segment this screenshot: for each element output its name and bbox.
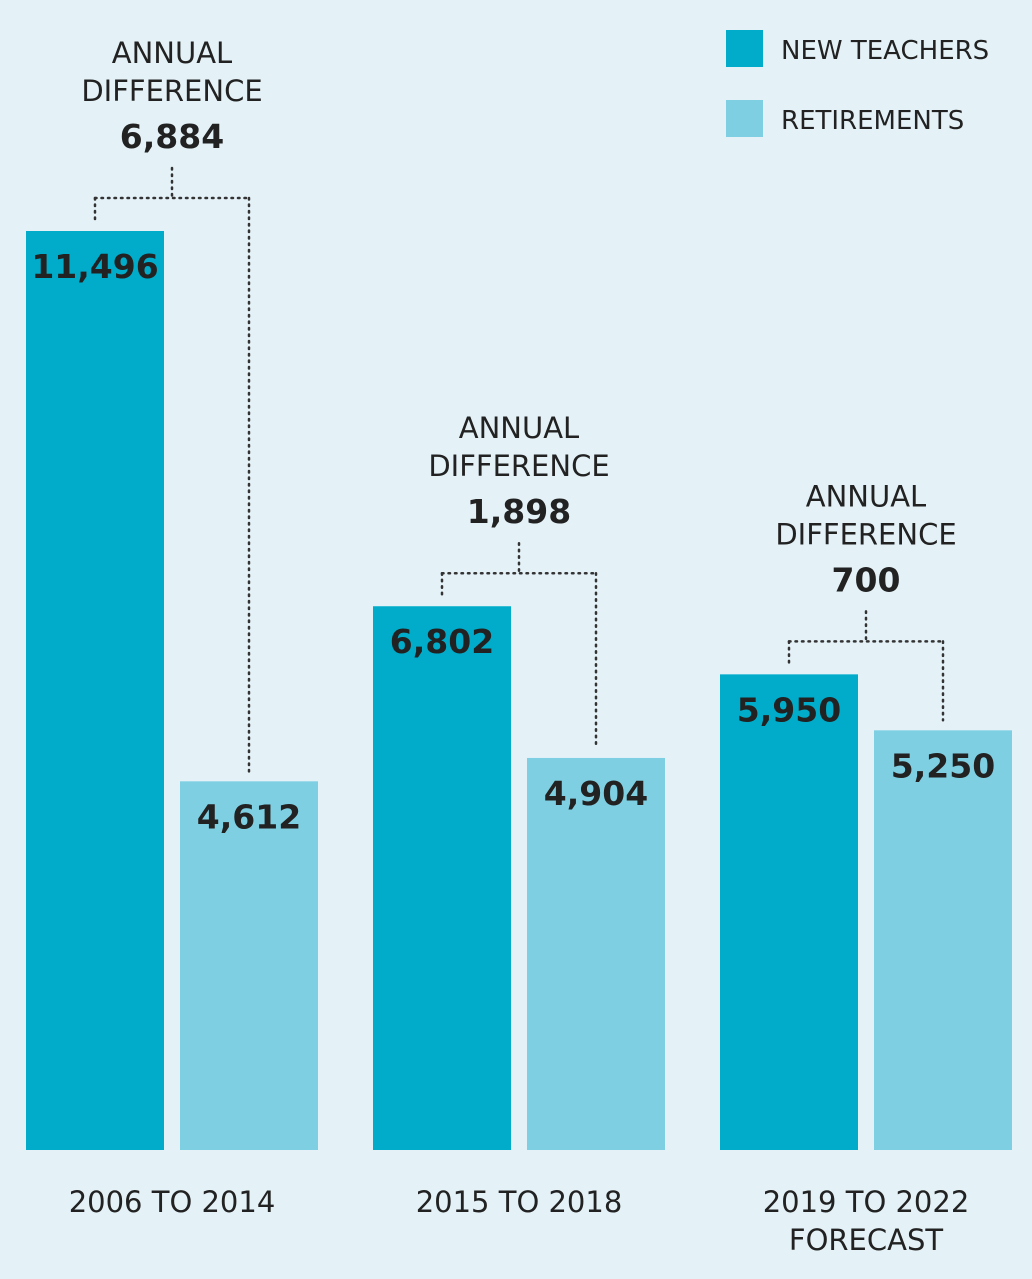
annual-difference-label: ANNUAL: [806, 479, 926, 513]
annual-difference-value: 6,884: [120, 117, 224, 156]
category-label: 2019 TO 2022: [763, 1185, 970, 1219]
annual-difference-label: ANNUAL: [112, 36, 232, 70]
category-label: 2015 TO 2018: [416, 1185, 623, 1219]
data-label: 5,250: [891, 746, 995, 785]
annual-difference-label: DIFFERENCE: [428, 449, 609, 483]
annual-difference-label: ANNUAL: [459, 411, 579, 445]
legend-swatch-new-teachers: [726, 30, 763, 67]
annual-difference-value: 700: [832, 560, 901, 599]
bar-retirements-0: [180, 781, 318, 1150]
bar-new-teachers-0: [26, 231, 164, 1150]
data-label: 5,950: [737, 690, 841, 729]
annual-difference-label: DIFFERENCE: [775, 517, 956, 551]
bar-retirements-2: [874, 730, 1012, 1150]
data-label: 11,496: [31, 247, 158, 286]
category-label: FORECAST: [789, 1223, 943, 1257]
legend-label: RETIREMENTS: [781, 106, 964, 136]
legend-label: NEW TEACHERS: [781, 36, 989, 66]
legend-swatch-retirements: [726, 100, 763, 137]
category-label: 2006 TO 2014: [69, 1185, 276, 1219]
annual-difference-label: DIFFERENCE: [81, 74, 262, 108]
annual-difference-value: 1,898: [467, 492, 571, 531]
data-label: 4,612: [197, 797, 301, 836]
bar-new-teachers-1: [373, 606, 511, 1150]
bar-retirements-1: [527, 757, 665, 1150]
data-label: 4,904: [544, 774, 648, 813]
bar-new-teachers-2: [720, 674, 858, 1150]
data-label: 6,802: [390, 622, 494, 661]
